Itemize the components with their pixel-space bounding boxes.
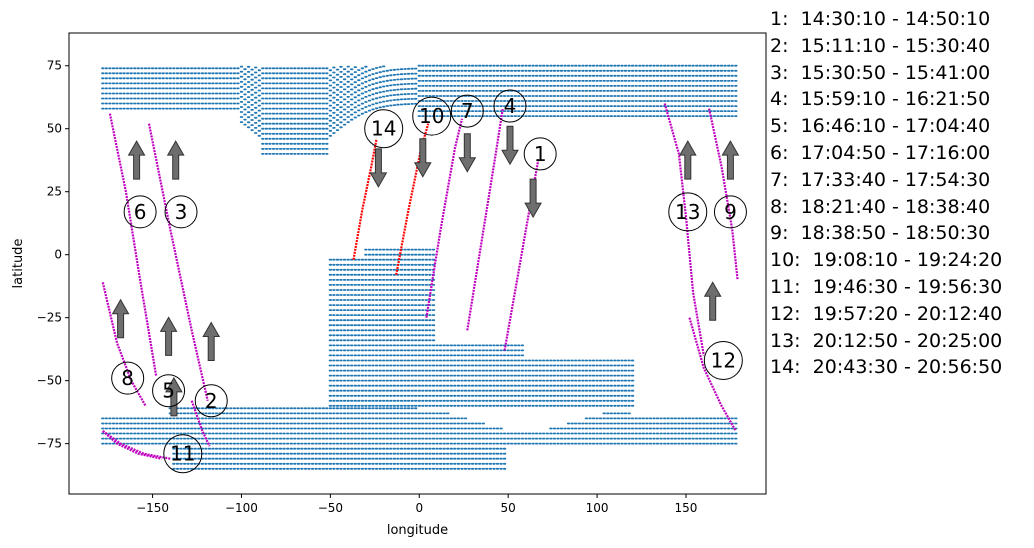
- plot-frame: [68, 32, 767, 495]
- y-tick-label: 25: [47, 185, 62, 199]
- y-tick-label: −25: [37, 311, 62, 325]
- track-3: [190, 400, 211, 447]
- track-4: [466, 108, 504, 331]
- legend-entry: 4: 15:59:10 - 16:21:50: [770, 88, 991, 111]
- legend-entry: 1: 14:30:10 - 14:50:10: [770, 8, 991, 30]
- arrow-1: [524, 178, 542, 219]
- arrow-6: [127, 140, 146, 180]
- circle-7: [450, 94, 484, 128]
- track-14: [352, 138, 378, 260]
- x-tick-label: 150: [675, 501, 698, 515]
- legend-entry: 8: 18:21:40 - 18:38:40: [770, 195, 991, 218]
- track-9: [708, 108, 739, 281]
- arrow-12: [703, 281, 722, 321]
- x-tick-label: 0: [415, 501, 423, 515]
- x-tick-label: −50: [318, 501, 343, 515]
- x-tick-label: −150: [136, 501, 169, 515]
- legend-entry: 3: 15:30:50 - 15:41:00: [770, 61, 991, 84]
- legend-entry: 10: 19:08:10 - 19:24:20: [770, 249, 1003, 272]
- arrow-5: [159, 316, 178, 356]
- arrow-13: [678, 140, 697, 180]
- circle-8: [111, 361, 145, 395]
- track-5: [101, 282, 147, 407]
- arrow-10: [413, 138, 432, 178]
- grid-points-mesh: [101, 64, 738, 470]
- y-tick-label: 50: [47, 122, 62, 136]
- circle-label-3: 3: [175, 200, 188, 224]
- circle-label-14: 14: [371, 117, 396, 141]
- legend-entry: 12: 19:57:20 - 20:12:40: [770, 302, 1003, 325]
- legend-entry: 7: 17:33:40 - 17:54:30: [770, 168, 991, 191]
- circle-4: [493, 89, 527, 123]
- track-10: [395, 123, 430, 276]
- circle-label-6: 6: [134, 200, 147, 224]
- y-tick-label: −50: [37, 374, 62, 388]
- circle-2: [194, 384, 228, 418]
- circle-label-1: 1: [534, 142, 547, 166]
- circle-label-2: 2: [205, 389, 218, 413]
- legend-entry: 14: 20:43:30 - 20:56:50: [770, 356, 1003, 379]
- time-legend: 1: 14:30:10 - 14:50:10 2: 15:11:10 - 15:3…: [770, 6, 1002, 381]
- x-tick-label: 50: [501, 501, 516, 515]
- track-12: [688, 317, 737, 432]
- y-tick-label: −75: [37, 437, 62, 451]
- circle-label-7: 7: [461, 99, 474, 123]
- track-2: [147, 123, 209, 402]
- track-13: [663, 103, 705, 356]
- grid-points: [101, 64, 738, 470]
- arrow-14: [369, 148, 388, 188]
- y-tick-label: 0: [54, 248, 62, 262]
- circle-label-10: 10: [419, 104, 444, 128]
- y-axis-label: latitude: [11, 239, 26, 289]
- circle-14: [364, 109, 404, 149]
- circle-11: [163, 434, 203, 474]
- circle-6: [123, 195, 157, 229]
- circle-9: [713, 195, 747, 229]
- circle-label-12: 12: [711, 348, 736, 372]
- legend-entry: 11: 19:46:30 - 19:56:30: [770, 275, 1003, 298]
- legend-entry: 13: 20:12:50 - 20:25:00: [770, 329, 1003, 352]
- circle-label-4: 4: [504, 94, 517, 118]
- track-7: [425, 118, 464, 318]
- circle-label-5: 5: [162, 379, 175, 403]
- circle-label-11: 11: [170, 442, 195, 466]
- circle-3: [164, 195, 198, 229]
- y-tick-label: 75: [47, 59, 62, 73]
- legend-entry: 9: 18:38:50 - 18:50:30: [770, 222, 991, 245]
- x-tick-label: −100: [225, 501, 258, 515]
- track-8: [102, 430, 162, 460]
- arrow-8: [111, 298, 130, 339]
- y-axis-ticks: −75 −50 −25 0 25 50 75: [37, 59, 69, 451]
- track-6: [108, 113, 158, 376]
- circle-label-9: 9: [724, 200, 737, 224]
- arrow-9: [721, 140, 740, 180]
- track-11: [102, 430, 171, 460]
- legend-entry: 6: 17:04:50 - 17:16:00: [770, 141, 991, 164]
- circle-1: [523, 137, 557, 171]
- circle-5: [152, 374, 186, 408]
- legend-entry: 5: 16:46:10 - 17:04:40: [770, 115, 991, 138]
- legend-entry: 2: 15:11:10 - 15:30:40: [770, 34, 991, 57]
- arrow-7: [458, 133, 477, 173]
- arrow-3: [166, 140, 185, 180]
- arrow-11: [165, 376, 183, 417]
- x-axis-ticks: −150 −100 −50 0 50 100 150: [136, 494, 697, 515]
- circle-label-13: 13: [675, 200, 700, 224]
- x-axis-label: longitude: [387, 523, 448, 538]
- arrow-2: [202, 321, 221, 361]
- direction-arrows: [111, 125, 740, 417]
- circle-label-8: 8: [121, 366, 134, 390]
- circle-13: [668, 192, 708, 232]
- x-tick-label: 100: [586, 501, 609, 515]
- circle-10: [412, 96, 452, 136]
- circle-12: [703, 340, 743, 380]
- arrow-4: [501, 125, 519, 166]
